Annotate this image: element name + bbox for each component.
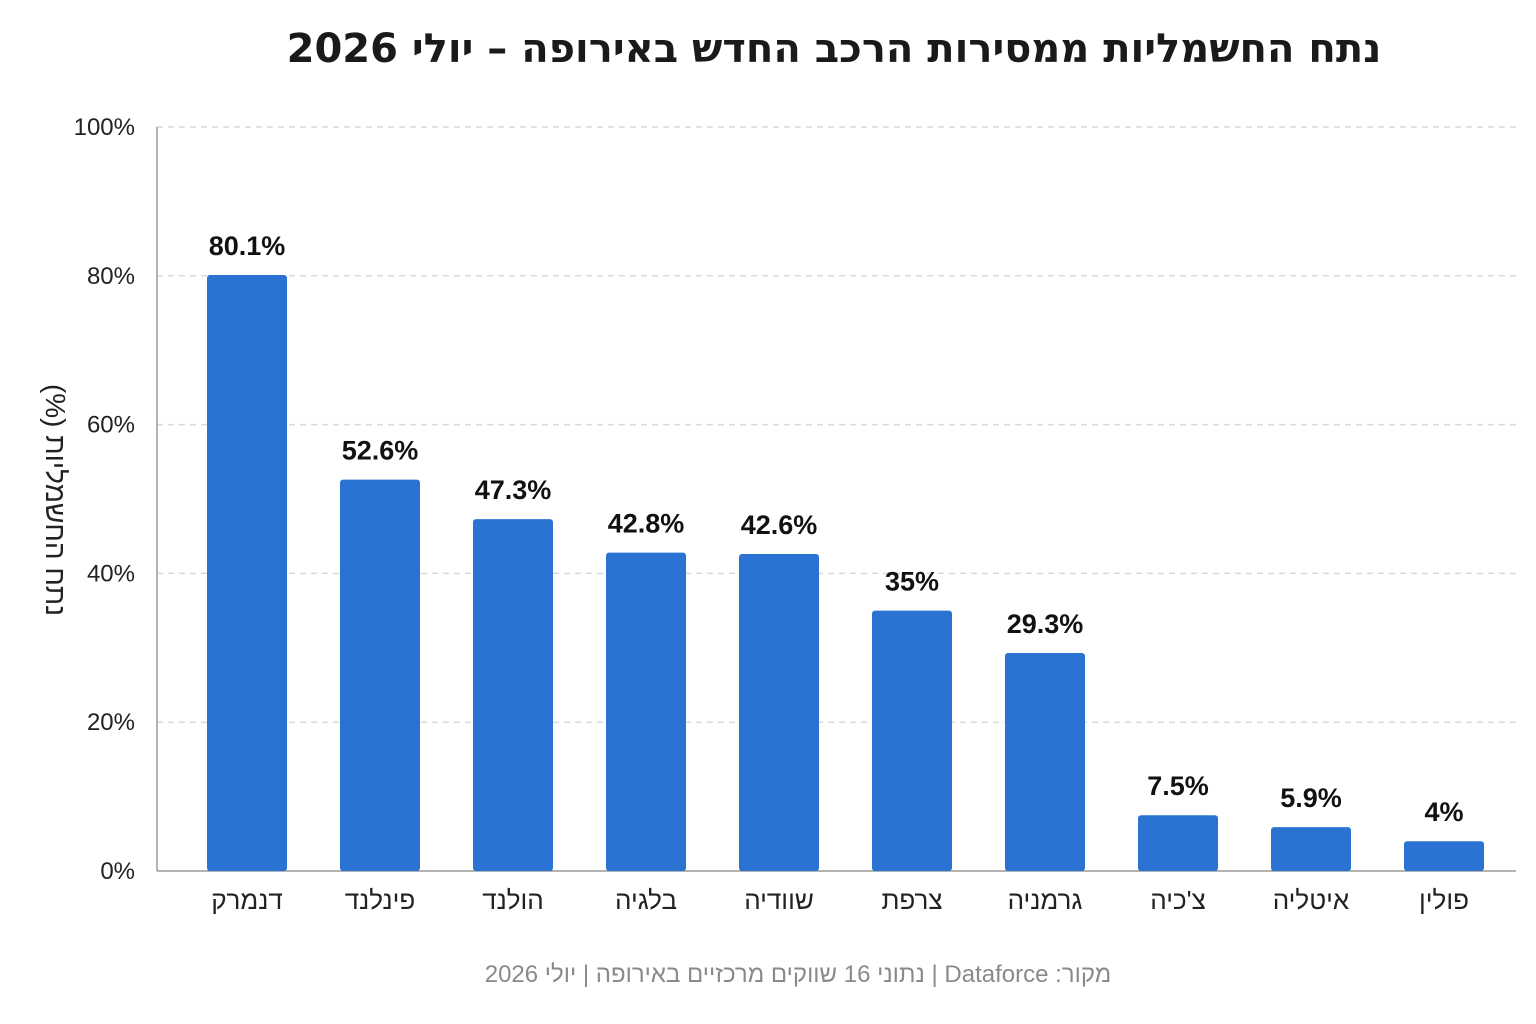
bar	[207, 275, 287, 871]
y-tick-label: 40%	[87, 560, 135, 587]
category-labels: דנמרק פינלנד הולנד בלגיה שוודיה צרפת גרמניה צ'כ…	[211, 885, 1469, 915]
bar	[1271, 827, 1351, 871]
chart-title: נתח החשמליות ממסירות הרכב החדש באירופה –…	[287, 26, 1382, 72]
value-labels: 80.1% 52.6% 47.3% 42.8% 42.6% 35% 29.3% 7.5% 5.9…	[209, 231, 1464, 827]
y-tick-label: 60%	[87, 412, 135, 439]
source-note: מקור: Dataforce | נתוני 16 שווקים מרכזיי…	[485, 961, 1112, 988]
x-tick-label: שוודיה	[744, 885, 814, 915]
bar	[1404, 841, 1484, 871]
data-label: 35%	[885, 567, 939, 597]
y-tick-label: 20%	[87, 709, 135, 736]
x-tick-label: פולין	[1419, 885, 1469, 915]
bar	[1005, 653, 1085, 871]
bar	[606, 552, 686, 871]
x-tick-label: הולנד	[482, 885, 544, 915]
x-tick-label: איטליה	[1273, 885, 1350, 915]
x-tick-label: בלגיה	[615, 885, 677, 915]
y-tick-label: 80%	[87, 263, 135, 290]
bar	[872, 610, 952, 871]
bars	[207, 275, 1484, 871]
data-label: 42.6%	[741, 510, 818, 540]
x-tick-label: גרמניה	[1008, 885, 1083, 915]
x-tick-label: פינלנד	[345, 885, 416, 915]
data-label: 42.8%	[608, 509, 685, 539]
y-tick-label: 100%	[74, 114, 135, 141]
x-tick-label: צ'כיה	[1150, 885, 1206, 915]
x-tick-label: דנמרק	[211, 885, 283, 915]
bar	[473, 519, 553, 871]
data-label: 5.9%	[1280, 783, 1342, 813]
data-label: 47.3%	[475, 475, 552, 505]
data-label: 7.5%	[1147, 771, 1209, 801]
y-axis-label: נתח החשמליות (%)	[40, 384, 71, 616]
bar	[739, 554, 819, 871]
bar	[1138, 815, 1218, 871]
y-tick-labels: 0% 20% 40% 60% 80% 100%	[74, 114, 135, 885]
x-tick-label: צרפת	[881, 885, 942, 915]
data-label: 52.6%	[342, 436, 419, 466]
bar	[340, 479, 420, 871]
data-label: 29.3%	[1007, 609, 1084, 639]
y-tick-label: 0%	[100, 858, 135, 885]
data-label: 4%	[1424, 797, 1463, 827]
data-label: 80.1%	[209, 231, 286, 261]
